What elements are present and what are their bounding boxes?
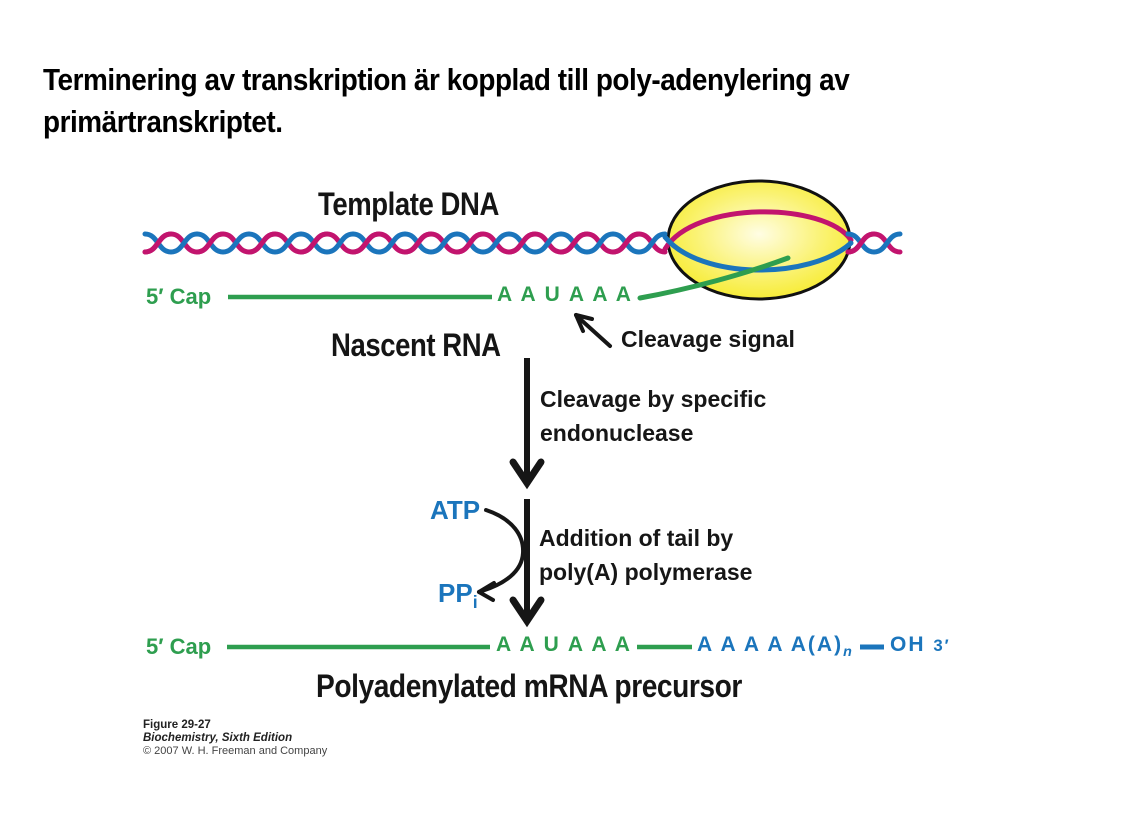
dna-strand-top-in-polymerase <box>662 209 854 252</box>
cleavage-sequence-top: A A U A A A <box>497 283 633 306</box>
polya-sequence: A A A A A(A) <box>697 633 844 656</box>
five-prime-cap-label-bottom: 5′ Cap <box>146 634 212 659</box>
slide-title-line1: Terminering av transkription är kopplad … <box>43 62 850 97</box>
arrow-cleavage <box>509 358 545 490</box>
rna-polymerase-ellipse <box>666 179 852 301</box>
ppi-label: PPi <box>438 578 478 613</box>
step2-label: Addition of tail by poly(A) polymerase <box>539 521 752 589</box>
three-prime-end: OH 3′ <box>890 633 951 657</box>
end-label: 3′ <box>933 636 951 655</box>
polya-subscript: n <box>843 644 854 661</box>
step1-line1: Cleavage by specific <box>540 386 767 412</box>
nascent-rna-label: Nascent RNA <box>331 327 501 363</box>
caption-book-title: Biochemistry, Sixth Edition <box>143 732 293 744</box>
ppi-subscript: i <box>472 592 478 613</box>
cleavage-signal-arrow <box>574 313 612 348</box>
figure-caption: Figure 29-27 Biochemistry, Sixth Edition… <box>143 719 327 758</box>
step1-line2: endonuclease <box>540 420 694 446</box>
caption-figure-number: Figure 29-27 <box>143 719 211 731</box>
template-dna-label: Template DNA <box>318 186 499 222</box>
atp-ppi-arrow <box>477 508 526 602</box>
slide-title-line2: primärtranskriptet. <box>43 104 283 139</box>
cleavage-signal-label: Cleavage signal <box>621 326 795 352</box>
polya-tail: A A A A A(A)n <box>697 633 854 660</box>
step2-line1: Addition of tail by <box>539 525 734 551</box>
oh-label: OH <box>890 633 926 656</box>
arrow-polyadenylation <box>509 499 545 628</box>
ppi-main: PP <box>438 578 473 608</box>
five-prime-cap-label-top: 5′ Cap <box>146 284 212 309</box>
step2-line2: poly(A) polymerase <box>539 559 753 585</box>
caption-copyright: © 2007 W. H. Freeman and Company <box>143 745 328 757</box>
atp-label: ATP <box>430 495 481 525</box>
cleavage-sequence-bottom: A A U A A A <box>496 633 632 656</box>
product-label: Polyadenylated mRNA precursor <box>316 668 742 704</box>
nascent-rna-curve <box>637 255 791 301</box>
step1-label: Cleavage by specific endonuclease <box>540 382 766 450</box>
